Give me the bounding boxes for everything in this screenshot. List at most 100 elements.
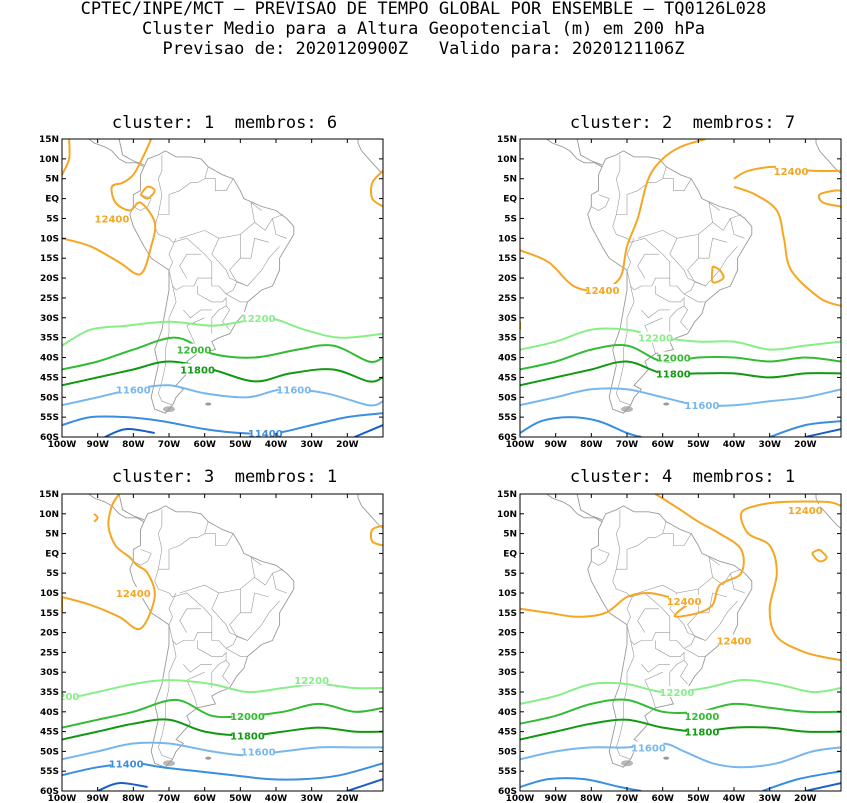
lat-tick-label: 55S xyxy=(498,767,517,777)
lon-tick-label: 50W xyxy=(687,794,710,803)
south-america-coastline xyxy=(587,505,753,768)
contour-line xyxy=(520,777,642,791)
lon-tick-label: 30W xyxy=(300,440,323,450)
contour-label: 12400 xyxy=(667,597,702,608)
coastline-segment xyxy=(545,139,603,168)
country-border xyxy=(655,286,685,334)
country-border xyxy=(615,285,635,406)
contour-line xyxy=(62,316,383,347)
contour-label-bg xyxy=(232,729,263,741)
lat-tick-label: 55S xyxy=(40,413,59,423)
lon-tick-label: 30W xyxy=(758,794,781,803)
lon-tick-label: 60W xyxy=(193,440,216,450)
south-america-coastline xyxy=(129,150,295,414)
lon-tick-label: 100W xyxy=(506,440,535,450)
coastline-segment xyxy=(116,466,159,476)
contour-label: 12200 xyxy=(241,314,276,325)
panel-3-title: cluster: 3 membros: 1 xyxy=(111,467,338,487)
lat-tick-label: 15N xyxy=(497,490,517,500)
lon-tick-label: 60W xyxy=(651,794,674,803)
lon-tick-label: 50W xyxy=(229,794,252,803)
country-border xyxy=(197,286,227,334)
forecast-dates: Previsao de: 2020120900Z Valido para: 20… xyxy=(162,39,685,59)
country-border xyxy=(229,234,280,287)
country-border xyxy=(179,253,202,279)
contour-label-bg xyxy=(686,709,717,721)
lon-tick-label: 40W xyxy=(723,440,746,450)
contour-label: 12200 xyxy=(294,676,329,687)
contour-label: 11400 xyxy=(248,429,283,440)
coastline-segment xyxy=(575,139,603,166)
contour-label-bg xyxy=(96,212,127,224)
country-border xyxy=(183,309,212,319)
coastline-segment xyxy=(117,139,145,166)
lon-tick-label: 50W xyxy=(229,440,252,450)
contour-label-bg xyxy=(178,343,209,355)
lat-tick-label: 10N xyxy=(39,155,59,165)
panel-4-title: cluster: 4 membros: 1 xyxy=(569,467,796,487)
contour-label: 12400 xyxy=(717,637,752,648)
country-border xyxy=(154,166,213,291)
south-america-coastline xyxy=(587,150,753,414)
tierra-del-fuego xyxy=(621,406,633,413)
country-border xyxy=(157,640,177,760)
contour-label-bg xyxy=(776,164,807,176)
country-border xyxy=(240,237,269,259)
contour-line xyxy=(520,387,841,407)
lat-tick-label: 10S xyxy=(498,234,517,244)
contour-line xyxy=(805,782,841,791)
lon-tick-label: 80W xyxy=(122,794,145,803)
country-border xyxy=(637,608,660,633)
lon-tick-label: 20W xyxy=(794,794,817,803)
lat-tick-label: 25S xyxy=(40,294,59,304)
contour-line xyxy=(739,500,841,662)
country-border xyxy=(265,214,284,231)
country-border xyxy=(615,154,621,215)
lat-tick-label: EQ xyxy=(503,549,517,559)
country-border xyxy=(186,671,205,708)
coastline-segment xyxy=(575,494,603,521)
tierra-del-fuego xyxy=(163,760,175,767)
lat-tick-label: 35S xyxy=(498,688,517,698)
contour-label-bg xyxy=(250,427,281,437)
coastline-segment xyxy=(357,139,383,175)
contour-line xyxy=(520,139,706,292)
lat-tick-label: 15N xyxy=(39,135,59,145)
coastline-segment xyxy=(545,494,603,523)
country-border xyxy=(687,589,738,641)
lon-tick-label: 60W xyxy=(193,794,216,803)
lat-tick-label: 60S xyxy=(40,433,59,443)
coastline-segment xyxy=(116,111,159,121)
contour-label: 12400 xyxy=(585,286,620,297)
lat-tick-label: 15S xyxy=(498,609,517,619)
map-panel-4: 12400 12400 12400 12200 12000 11800 11600 15N 10… xyxy=(497,490,842,803)
country-border xyxy=(669,238,706,287)
country-border xyxy=(204,533,234,546)
lon-tick-label: 100W xyxy=(506,794,535,803)
country-border xyxy=(229,589,280,641)
lat-tick-label: 45S xyxy=(40,728,59,738)
contour-line xyxy=(62,494,156,631)
country-border xyxy=(637,253,660,279)
contour-line xyxy=(520,327,841,351)
map-panel-1: 12400 12200 12000 11800 11600 11600 11400 15N 10… xyxy=(39,111,384,450)
lon-tick-label: 20W xyxy=(336,440,359,450)
contour-label-bg xyxy=(243,311,274,323)
lat-tick-label: 25S xyxy=(498,648,517,658)
contour-label-bg xyxy=(790,503,821,515)
panel-1-title: cluster: 1 membros: 6 xyxy=(111,113,338,133)
country-border xyxy=(225,281,248,303)
lat-tick-label: 20S xyxy=(40,274,59,284)
lat-tick-label: 40S xyxy=(498,708,517,718)
country-border xyxy=(641,309,670,319)
country-border xyxy=(723,214,742,231)
country-border xyxy=(662,533,692,546)
contour-label-bg xyxy=(686,399,717,411)
lat-tick-label: 30S xyxy=(498,668,517,678)
contour-line xyxy=(139,185,156,200)
country-border xyxy=(197,640,227,688)
lat-tick-label: 40S xyxy=(40,708,59,718)
lat-tick-label: 5N xyxy=(45,530,59,540)
lat-tick-label: 50S xyxy=(498,393,517,403)
lon-tick-label: 30W xyxy=(758,440,781,450)
